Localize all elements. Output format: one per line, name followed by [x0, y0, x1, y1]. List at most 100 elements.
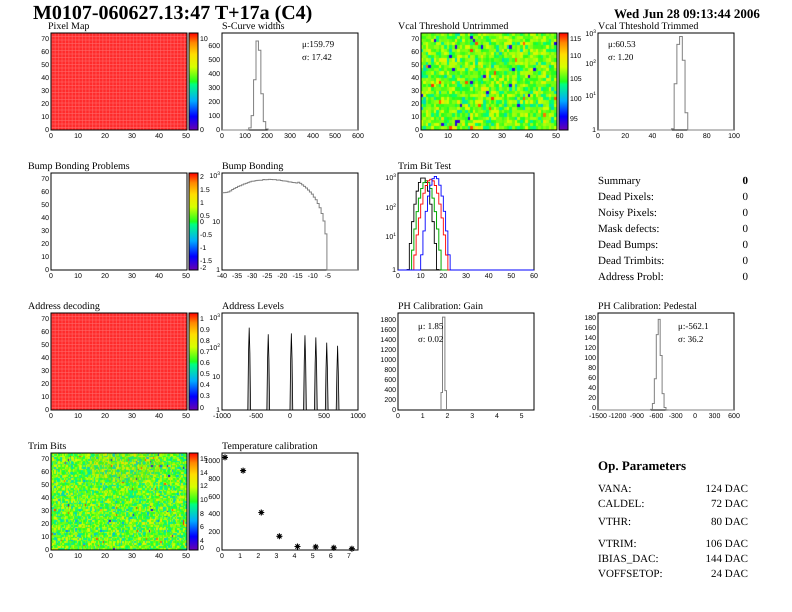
svg-text:70: 70 — [41, 36, 49, 43]
svg-text:50: 50 — [182, 133, 190, 140]
svg-text:1000: 1000 — [350, 413, 366, 420]
svg-text:101: 101 — [585, 91, 596, 100]
svg-text:70: 70 — [41, 176, 49, 183]
svg-text:40: 40 — [155, 133, 163, 140]
svg-text:0: 0 — [392, 407, 396, 414]
svg-text:0: 0 — [288, 413, 292, 420]
svg-text:0: 0 — [220, 133, 224, 140]
svg-text:1: 1 — [200, 316, 204, 323]
svg-text:0: 0 — [200, 545, 204, 552]
svg-text:4: 4 — [200, 538, 204, 545]
svg-text:5: 5 — [520, 413, 524, 420]
svg-text:120: 120 — [584, 345, 596, 352]
svg-text:50: 50 — [41, 202, 49, 209]
svg-text:-600: -600 — [649, 413, 663, 420]
svg-text:σ: 17.42: σ: 17.42 — [302, 52, 332, 62]
svg-text:20: 20 — [41, 101, 49, 108]
svg-text:40: 40 — [588, 385, 596, 392]
svg-text:103: 103 — [209, 171, 220, 180]
svg-text:3: 3 — [470, 413, 474, 420]
svg-text:100: 100 — [208, 113, 220, 120]
svg-text:40: 40 — [155, 413, 163, 420]
svg-text:400: 400 — [307, 133, 319, 140]
svg-text:-35: -35 — [232, 273, 242, 280]
svg-text:-10: -10 — [308, 273, 318, 280]
svg-text:μ:-562.1: μ:-562.1 — [678, 321, 709, 331]
svg-text:70: 70 — [41, 316, 49, 323]
svg-text:10: 10 — [74, 273, 82, 280]
svg-text:-30: -30 — [247, 273, 257, 280]
svg-text:1: 1 — [216, 267, 220, 274]
svg-text:-40: -40 — [217, 273, 227, 280]
svg-text:80: 80 — [588, 365, 596, 372]
svg-text:0: 0 — [49, 273, 53, 280]
svg-text:103: 103 — [585, 29, 596, 38]
svg-text:-25: -25 — [262, 273, 272, 280]
svg-text:800: 800 — [384, 367, 396, 374]
svg-text:60: 60 — [41, 329, 49, 336]
svg-text:30: 30 — [128, 273, 136, 280]
svg-text:-1200: -1200 — [608, 413, 626, 420]
svg-text:100: 100 — [728, 133, 740, 140]
svg-text:6: 6 — [329, 553, 333, 560]
svg-text:0: 0 — [45, 127, 49, 134]
svg-text:20: 20 — [41, 381, 49, 388]
svg-text:20: 20 — [41, 241, 49, 248]
svg-text:30: 30 — [128, 133, 136, 140]
svg-text:50: 50 — [182, 273, 190, 280]
svg-text:1.5: 1.5 — [200, 187, 210, 194]
svg-text:10: 10 — [41, 254, 49, 261]
svg-text:60: 60 — [588, 375, 596, 382]
svg-text:600: 600 — [352, 133, 364, 140]
svg-text:400: 400 — [208, 511, 220, 518]
svg-text:101: 101 — [385, 232, 396, 241]
svg-text:2: 2 — [256, 553, 260, 560]
svg-text:1: 1 — [200, 200, 204, 207]
svg-text:110: 110 — [570, 53, 581, 60]
svg-text:30: 30 — [41, 368, 49, 375]
svg-text:10: 10 — [41, 394, 49, 401]
svg-text:10: 10 — [417, 273, 425, 280]
svg-text:0.9: 0.9 — [200, 327, 210, 334]
svg-text:1800: 1800 — [380, 317, 396, 324]
svg-text:103: 103 — [209, 313, 220, 322]
svg-text:20: 20 — [101, 273, 109, 280]
svg-text:500: 500 — [329, 133, 341, 140]
svg-text:0: 0 — [216, 547, 220, 554]
svg-text:103: 103 — [385, 173, 396, 182]
svg-text:140: 140 — [584, 335, 596, 342]
svg-text:10: 10 — [212, 219, 220, 226]
svg-text:-500: -500 — [249, 413, 263, 420]
svg-text:7: 7 — [347, 553, 351, 560]
svg-text:30: 30 — [128, 413, 136, 420]
svg-text:-1500: -1500 — [589, 413, 607, 420]
svg-text:10: 10 — [200, 497, 208, 504]
svg-text:60: 60 — [41, 49, 49, 56]
svg-text:-5: -5 — [325, 273, 331, 280]
svg-text:-15: -15 — [293, 273, 303, 280]
svg-text:0: 0 — [200, 127, 204, 134]
svg-text:0: 0 — [592, 405, 596, 412]
svg-text:4: 4 — [293, 553, 297, 560]
svg-text:40: 40 — [41, 75, 49, 82]
svg-text:0: 0 — [596, 133, 600, 140]
svg-text:3: 3 — [274, 553, 278, 560]
svg-text:1: 1 — [392, 267, 396, 274]
svg-text:100: 100 — [584, 355, 596, 362]
svg-text:0: 0 — [49, 133, 53, 140]
svg-text:10: 10 — [74, 133, 82, 140]
svg-text:12: 12 — [200, 483, 208, 490]
svg-text:50: 50 — [41, 62, 49, 69]
svg-text:6: 6 — [200, 524, 204, 531]
svg-text:180: 180 — [584, 315, 596, 322]
svg-text:80: 80 — [703, 133, 711, 140]
svg-text:0: 0 — [45, 267, 49, 274]
svg-text:40: 40 — [485, 273, 493, 280]
svg-text:20: 20 — [439, 273, 447, 280]
svg-text:40: 40 — [649, 133, 657, 140]
svg-text:0.3: 0.3 — [200, 393, 210, 400]
svg-text:14: 14 — [200, 470, 208, 477]
svg-text:0: 0 — [200, 405, 204, 412]
svg-text:200: 200 — [208, 99, 220, 106]
svg-text:-20: -20 — [277, 273, 287, 280]
